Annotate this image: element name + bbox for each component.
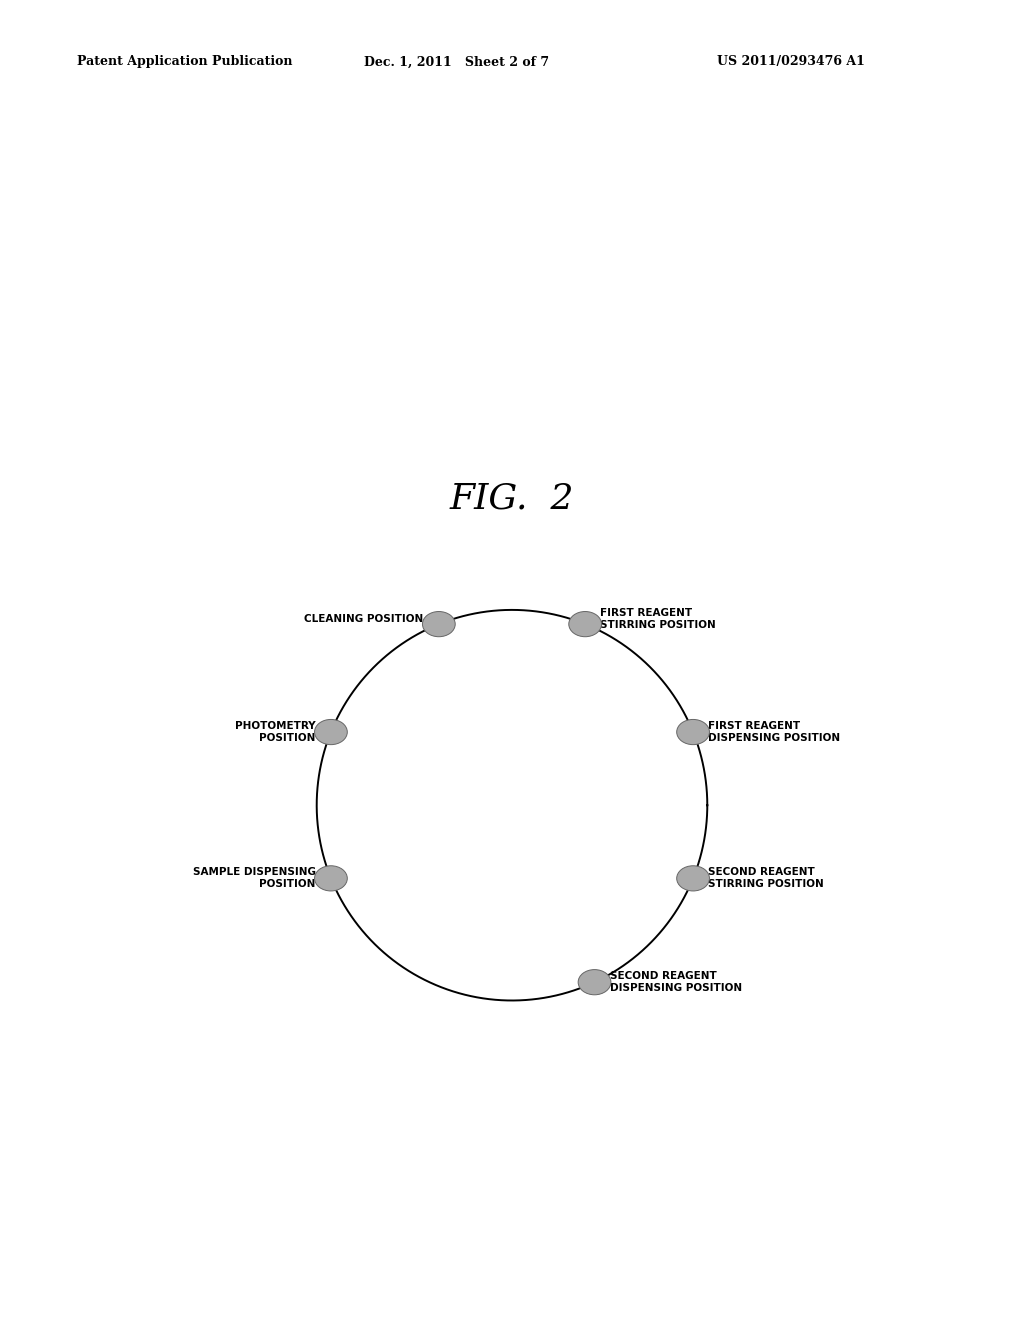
Text: FIRST REAGENT
STIRRING POSITION: FIRST REAGENT STIRRING POSITION — [600, 609, 716, 630]
Text: SAMPLE DISPENSING
POSITION: SAMPLE DISPENSING POSITION — [193, 867, 315, 890]
Ellipse shape — [677, 719, 710, 744]
Text: FIRST REAGENT
DISPENSING POSITION: FIRST REAGENT DISPENSING POSITION — [709, 721, 841, 743]
Ellipse shape — [677, 866, 710, 891]
Text: Patent Application Publication: Patent Application Publication — [77, 55, 292, 69]
Text: CLEANING POSITION: CLEANING POSITION — [304, 614, 424, 624]
Text: PHOTOMETRY
POSITION: PHOTOMETRY POSITION — [236, 721, 315, 743]
Ellipse shape — [314, 719, 347, 744]
Ellipse shape — [314, 866, 347, 891]
Text: SECOND REAGENT
DISPENSING POSITION: SECOND REAGENT DISPENSING POSITION — [609, 972, 741, 993]
Text: FIG.  2: FIG. 2 — [450, 482, 574, 516]
Ellipse shape — [579, 970, 611, 995]
Text: US 2011/0293476 A1: US 2011/0293476 A1 — [717, 55, 864, 69]
Text: SECOND REAGENT
STIRRING POSITION: SECOND REAGENT STIRRING POSITION — [709, 867, 824, 890]
Ellipse shape — [568, 611, 601, 636]
Ellipse shape — [423, 611, 456, 636]
Text: Dec. 1, 2011   Sheet 2 of 7: Dec. 1, 2011 Sheet 2 of 7 — [364, 55, 549, 69]
